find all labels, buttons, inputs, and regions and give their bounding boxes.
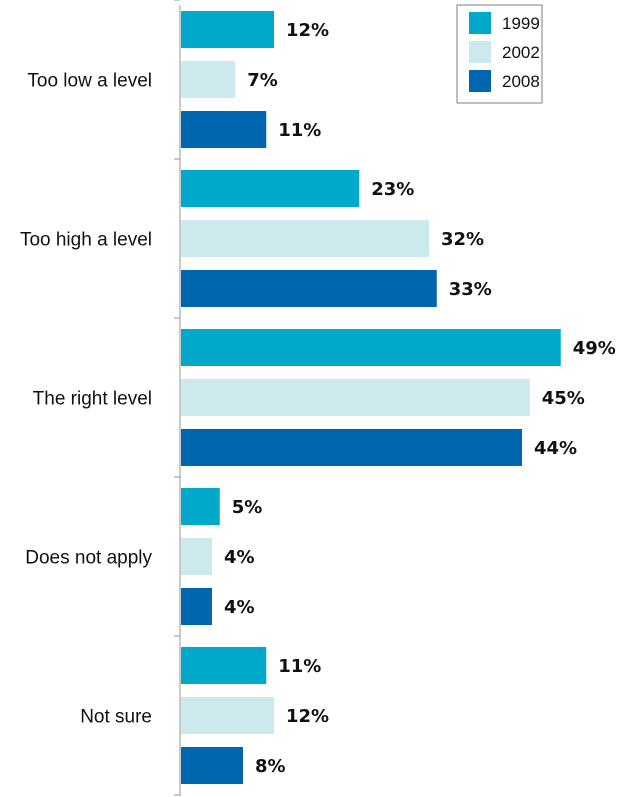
legend-swatch <box>469 41 491 63</box>
data-label: 23% <box>371 179 414 200</box>
legend-swatch <box>469 12 491 34</box>
category-label: The right level <box>33 389 152 410</box>
bar-1999 <box>181 11 274 48</box>
bar-2002 <box>181 697 274 734</box>
data-label: 49% <box>573 338 616 359</box>
bar-1999 <box>181 329 561 366</box>
category-label: Does not apply <box>25 548 152 569</box>
bar-2008 <box>181 270 437 307</box>
data-label: 12% <box>286 20 329 41</box>
category-label: Too high a level <box>20 230 152 251</box>
bar-2008 <box>181 429 522 466</box>
data-label: 33% <box>449 279 492 300</box>
bar-2008 <box>181 747 243 784</box>
bar-2002 <box>181 379 530 416</box>
data-label: 45% <box>542 388 585 409</box>
data-label: 32% <box>441 229 484 250</box>
data-label: 8% <box>255 756 286 777</box>
axis-layer <box>174 0 181 796</box>
bar-2002 <box>181 61 236 98</box>
category-label: Not sure <box>80 707 152 728</box>
data-label: 11% <box>278 656 321 677</box>
legend-swatch <box>469 70 491 92</box>
legend-label: 2002 <box>502 43 540 62</box>
legend-label: 2008 <box>502 72 540 91</box>
bar-2008 <box>181 111 267 148</box>
bar-1999 <box>181 488 220 525</box>
bar-2008 <box>181 588 212 625</box>
category-label: Too low a level <box>27 71 152 92</box>
data-label: 11% <box>278 120 321 141</box>
bar-1999 <box>181 170 360 207</box>
data-label: 7% <box>247 70 278 91</box>
data-label: 5% <box>232 497 263 518</box>
legend-label: 1999 <box>502 14 540 33</box>
value-labels-layer: 12% 7% 11% 23% 32% 33% 49% 45% 44% 5% 4% 4% 11% 12% 8% <box>224 20 616 777</box>
data-label: 4% <box>224 597 255 618</box>
data-label: 44% <box>534 438 577 459</box>
bars-layer <box>181 11 561 784</box>
bar-1999 <box>181 647 267 684</box>
data-label: 4% <box>224 547 255 568</box>
legend: 1999 2002 2008 <box>456 4 543 104</box>
bar-2002 <box>181 220 429 257</box>
bar-2002 <box>181 538 212 575</box>
category-labels-layer: Too low a level Too high a level The right… <box>20 71 153 728</box>
data-label: 12% <box>286 706 329 727</box>
